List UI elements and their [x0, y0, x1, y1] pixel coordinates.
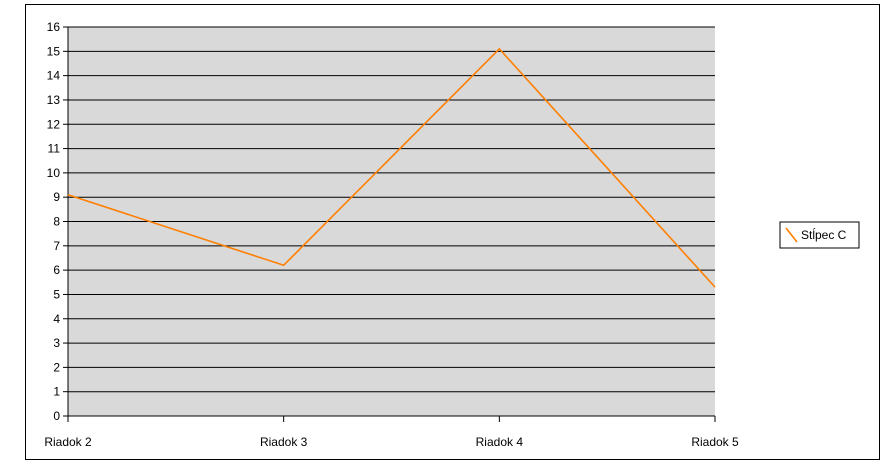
x-tick-label: Riadok 2: [44, 435, 92, 449]
y-tick-label: 10: [47, 166, 61, 180]
y-tick-label: 14: [47, 69, 61, 83]
y-tick-label: 4: [53, 312, 60, 326]
y-tick-label: 6: [53, 263, 60, 277]
x-axis: Riadok 2 Riadok 3 Riadok 4 Riadok 5: [44, 415, 739, 449]
series-group: [67, 47, 716, 288]
y-tick-label: 2: [53, 360, 60, 374]
legend-swatch: [785, 227, 798, 243]
data-point: [499, 48, 500, 49]
legend-box: [779, 221, 860, 249]
y-tick-label: 12: [47, 117, 61, 131]
x-tick-label: Riadok 3: [260, 435, 308, 449]
y-tick-label: 3: [53, 336, 60, 350]
x-tick-label: Riadok 4: [476, 435, 524, 449]
legend-label: Stĺpec C: [801, 227, 847, 242]
y-tick-label: 1: [53, 385, 60, 399]
x-tick-label: Riadok 5: [691, 435, 739, 449]
y-tick-label: 9: [53, 190, 60, 204]
y-tick-label: 15: [47, 44, 61, 58]
legend: Stĺpec C: [779, 221, 860, 249]
data-point: [283, 265, 284, 266]
y-tick-label: 5: [53, 287, 60, 301]
data-point: [68, 194, 69, 195]
y-tick-label: 7: [53, 239, 60, 253]
data-point: [715, 287, 716, 288]
y-tick-label: 8: [53, 215, 60, 229]
y-tick-label: 16: [47, 20, 61, 34]
grid-lines: [68, 26, 715, 393]
y-tick-label: 13: [47, 93, 61, 107]
series-line: [67, 47, 716, 288]
y-tick-label: 0: [53, 409, 60, 423]
y-tick-label: 11: [48, 142, 61, 156]
